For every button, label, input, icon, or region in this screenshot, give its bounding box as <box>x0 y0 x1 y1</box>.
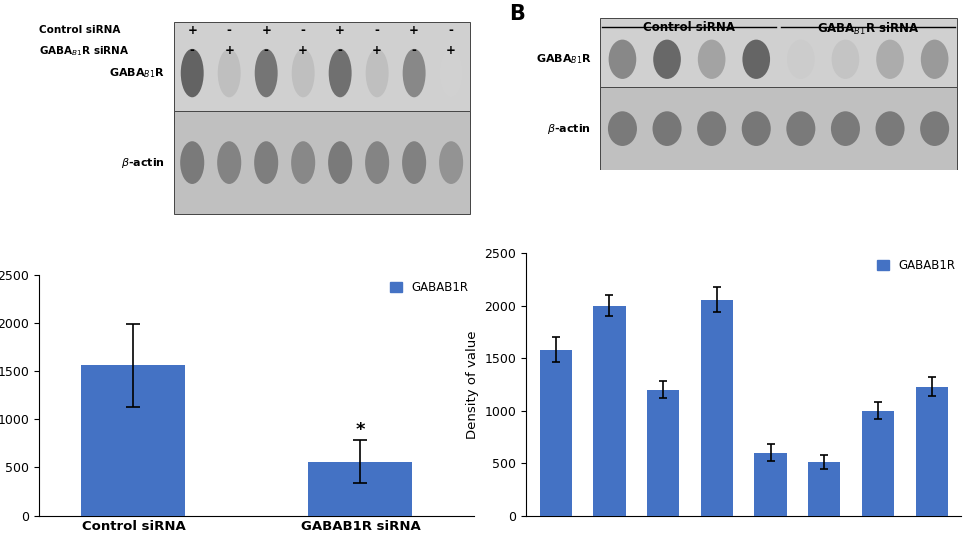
Text: Control siRNA: Control siRNA <box>644 21 735 34</box>
Text: GABA$_{B1}$R siRNA: GABA$_{B1}$R siRNA <box>39 44 129 57</box>
Ellipse shape <box>876 40 904 79</box>
Text: GABA$_{B1}$R: GABA$_{B1}$R <box>109 66 165 80</box>
Bar <box>754 453 787 516</box>
Ellipse shape <box>181 49 204 97</box>
Text: -: - <box>338 44 343 57</box>
Text: -: - <box>264 44 269 57</box>
Text: $\beta$-actin: $\beta$-actin <box>548 122 591 136</box>
Ellipse shape <box>291 141 316 184</box>
Ellipse shape <box>876 111 905 146</box>
Bar <box>862 411 894 516</box>
Text: +: + <box>409 24 419 37</box>
Text: -: - <box>189 44 194 57</box>
Bar <box>309 462 413 516</box>
Legend: GABAB1R: GABAB1R <box>877 259 955 272</box>
Text: +: + <box>298 44 308 57</box>
Text: Control siRNA: Control siRNA <box>39 25 120 35</box>
Ellipse shape <box>743 40 770 79</box>
Text: GABA$_{B1}$R siRNA: GABA$_{B1}$R siRNA <box>817 21 919 37</box>
Text: -: - <box>412 44 417 57</box>
Ellipse shape <box>697 111 726 146</box>
Ellipse shape <box>365 141 389 184</box>
Ellipse shape <box>181 141 204 184</box>
FancyBboxPatch shape <box>174 22 470 125</box>
FancyBboxPatch shape <box>174 111 470 214</box>
FancyBboxPatch shape <box>600 18 957 101</box>
Ellipse shape <box>608 111 637 146</box>
Ellipse shape <box>402 141 426 184</box>
Text: $\beta$-actin: $\beta$-actin <box>121 156 165 170</box>
Ellipse shape <box>787 111 816 146</box>
Text: -: - <box>227 24 232 37</box>
Bar <box>701 300 733 516</box>
Ellipse shape <box>831 40 859 79</box>
Text: -: - <box>375 24 380 37</box>
Ellipse shape <box>653 40 681 79</box>
Bar <box>82 366 185 516</box>
Text: +: + <box>261 24 271 37</box>
Ellipse shape <box>921 111 950 146</box>
Ellipse shape <box>328 141 352 184</box>
Ellipse shape <box>439 141 463 184</box>
Bar <box>808 462 841 516</box>
Text: +: + <box>187 24 197 37</box>
Ellipse shape <box>742 111 771 146</box>
Text: -: - <box>301 24 306 37</box>
Ellipse shape <box>653 111 682 146</box>
Bar <box>540 350 572 516</box>
Bar <box>593 306 625 516</box>
Text: +: + <box>447 44 456 57</box>
Text: +: + <box>224 44 234 57</box>
Y-axis label: Density of value: Density of value <box>466 330 479 439</box>
Ellipse shape <box>698 40 725 79</box>
Bar <box>647 390 680 516</box>
Ellipse shape <box>291 49 315 97</box>
FancyBboxPatch shape <box>600 87 957 170</box>
Text: +: + <box>372 44 382 57</box>
Ellipse shape <box>218 49 241 97</box>
Ellipse shape <box>787 40 815 79</box>
Ellipse shape <box>609 40 636 79</box>
Legend: GABAB1R: GABAB1R <box>389 281 468 294</box>
Text: *: * <box>355 420 365 439</box>
Ellipse shape <box>403 49 425 97</box>
Ellipse shape <box>921 40 949 79</box>
Text: B: B <box>509 4 524 24</box>
Text: GABA$_{B1}$R: GABA$_{B1}$R <box>536 53 591 66</box>
Text: +: + <box>335 24 345 37</box>
Bar <box>916 387 948 516</box>
Ellipse shape <box>218 141 241 184</box>
Ellipse shape <box>254 49 278 97</box>
Ellipse shape <box>254 141 279 184</box>
Text: -: - <box>449 24 453 37</box>
Ellipse shape <box>366 49 388 97</box>
Ellipse shape <box>831 111 860 146</box>
Ellipse shape <box>329 49 352 97</box>
Ellipse shape <box>440 49 462 97</box>
